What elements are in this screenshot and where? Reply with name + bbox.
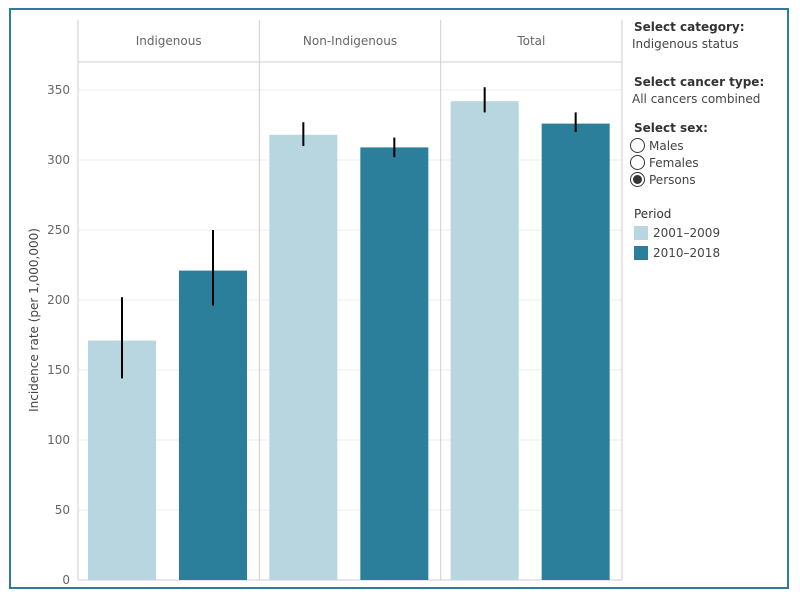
facet-header-label: Total [516, 34, 545, 48]
radio-circle-icon [630, 155, 645, 170]
y-axis-label: Incidence rate (per 1,000,000) [27, 228, 41, 412]
radio-circle-icon [630, 138, 645, 153]
y-tick-label: 250 [47, 223, 70, 237]
y-tick-label: 50 [55, 503, 70, 517]
legend-label: 2010–2018 [653, 246, 721, 260]
bar [360, 147, 429, 580]
radio-selected-icon [630, 172, 645, 187]
sex-selector: Select sex: Males Females Persons [630, 121, 708, 188]
radio-persons[interactable]: Persons [630, 171, 708, 188]
legend-swatch [634, 226, 648, 240]
radio-label: Females [649, 155, 699, 170]
bar [450, 101, 519, 580]
chart-frame [9, 8, 789, 589]
radio-label: Males [649, 138, 684, 153]
radio-males[interactable]: Males [630, 137, 708, 154]
cancer-type-title: Select cancer type: [634, 75, 765, 89]
facet-header-label: Non-Indigenous [303, 34, 397, 48]
facet-header-label: Indigenous [136, 34, 202, 48]
bar [269, 134, 338, 581]
category-title: Select category: [634, 20, 745, 34]
bar [179, 270, 247, 580]
y-tick-label: 150 [47, 363, 70, 377]
sex-title: Select sex: [634, 121, 708, 135]
y-tick-label: 350 [47, 83, 70, 97]
radio-females[interactable]: Females [630, 154, 708, 171]
y-tick-label: 0 [62, 573, 70, 587]
legend-swatch [634, 246, 648, 260]
bar [88, 340, 156, 580]
legend-item-2001-2009[interactable]: 2001–2009 [634, 223, 720, 243]
y-tick-label: 300 [47, 153, 70, 167]
category-selector[interactable]: Select category: Indigenous status [630, 20, 745, 51]
cancer-type-value[interactable]: All cancers combined [632, 92, 761, 106]
bar [541, 123, 610, 580]
radio-label: Persons [649, 172, 696, 187]
legend: Period 2001–2009 2010–2018 [634, 207, 720, 263]
category-value[interactable]: Indigenous status [632, 37, 739, 51]
legend-item-2010-2018[interactable]: 2010–2018 [634, 243, 720, 263]
y-tick-label: 100 [47, 433, 70, 447]
legend-title: Period [634, 207, 672, 221]
y-tick-label: 200 [47, 293, 70, 307]
legend-label: 2001–2009 [653, 226, 721, 240]
cancer-type-selector[interactable]: Select cancer type: All cancers combined [630, 75, 764, 106]
